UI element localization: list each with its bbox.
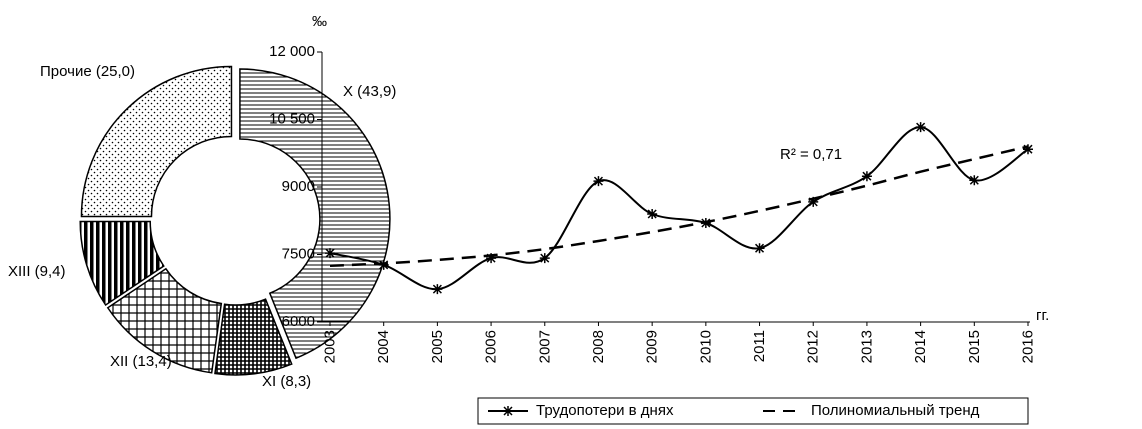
x-tick-label: 2014 (912, 330, 929, 363)
legend-marker (503, 406, 513, 416)
marker (915, 122, 926, 133)
y-tick-label: 12 000 (269, 43, 315, 60)
donut-segment (79, 220, 165, 307)
donut-segment (239, 68, 391, 360)
marker (539, 253, 550, 264)
x-tick-label: 2016 (1020, 330, 1037, 363)
marker (754, 243, 765, 254)
series-line (329, 126, 1029, 291)
x-tick-label: 2011 (751, 330, 768, 362)
segment-label: XI (8,3) (262, 373, 311, 390)
x-tick-label: 2010 (697, 330, 714, 363)
marker (378, 259, 389, 270)
x-tick-label: 2012 (805, 330, 822, 363)
x-tick-label: 2005 (429, 330, 446, 363)
marker (808, 196, 819, 207)
segment-label: Прочие (25,0) (40, 63, 135, 80)
x-tick-label: 2009 (644, 330, 661, 363)
marker (486, 253, 497, 264)
segment-label: XII (13,4) (110, 353, 172, 370)
marker (647, 209, 658, 219)
marker (969, 175, 980, 186)
marker (593, 176, 604, 187)
annotation: R² = 0,71 (780, 146, 842, 163)
segment-label: X (43,9) (343, 83, 396, 100)
x-unit: гг. (1036, 307, 1049, 324)
marker (861, 171, 872, 182)
y-tick-label: 9000 (282, 178, 315, 195)
x-tick-label: 2006 (483, 330, 500, 363)
x-tick-label: 2007 (536, 330, 553, 363)
legend-label: Трудопотери в днях (536, 402, 674, 419)
marker (432, 284, 443, 295)
marker (325, 248, 335, 259)
x-tick-label: 2013 (858, 330, 875, 363)
x-tick-label: 2008 (590, 330, 607, 363)
series-line (329, 145, 1029, 267)
y-tick-label: 7500 (282, 245, 315, 262)
donut-segment (106, 267, 223, 374)
x-tick-label: 2003 (322, 330, 339, 363)
segment-label: XIII (9,4) (8, 263, 66, 280)
x-tick-label: 2004 (375, 330, 392, 363)
y-tick-label: 10 500 (269, 110, 315, 127)
x-tick-label: 2015 (966, 330, 983, 363)
marker (1023, 144, 1033, 155)
y-unit: ‰ (312, 13, 327, 30)
y-tick-label: 6000 (282, 313, 315, 330)
donut-segment (214, 298, 293, 376)
legend-label: Полиномиальный тренд (811, 402, 980, 419)
legend-box (477, 397, 1029, 425)
donut-segment (80, 65, 233, 218)
